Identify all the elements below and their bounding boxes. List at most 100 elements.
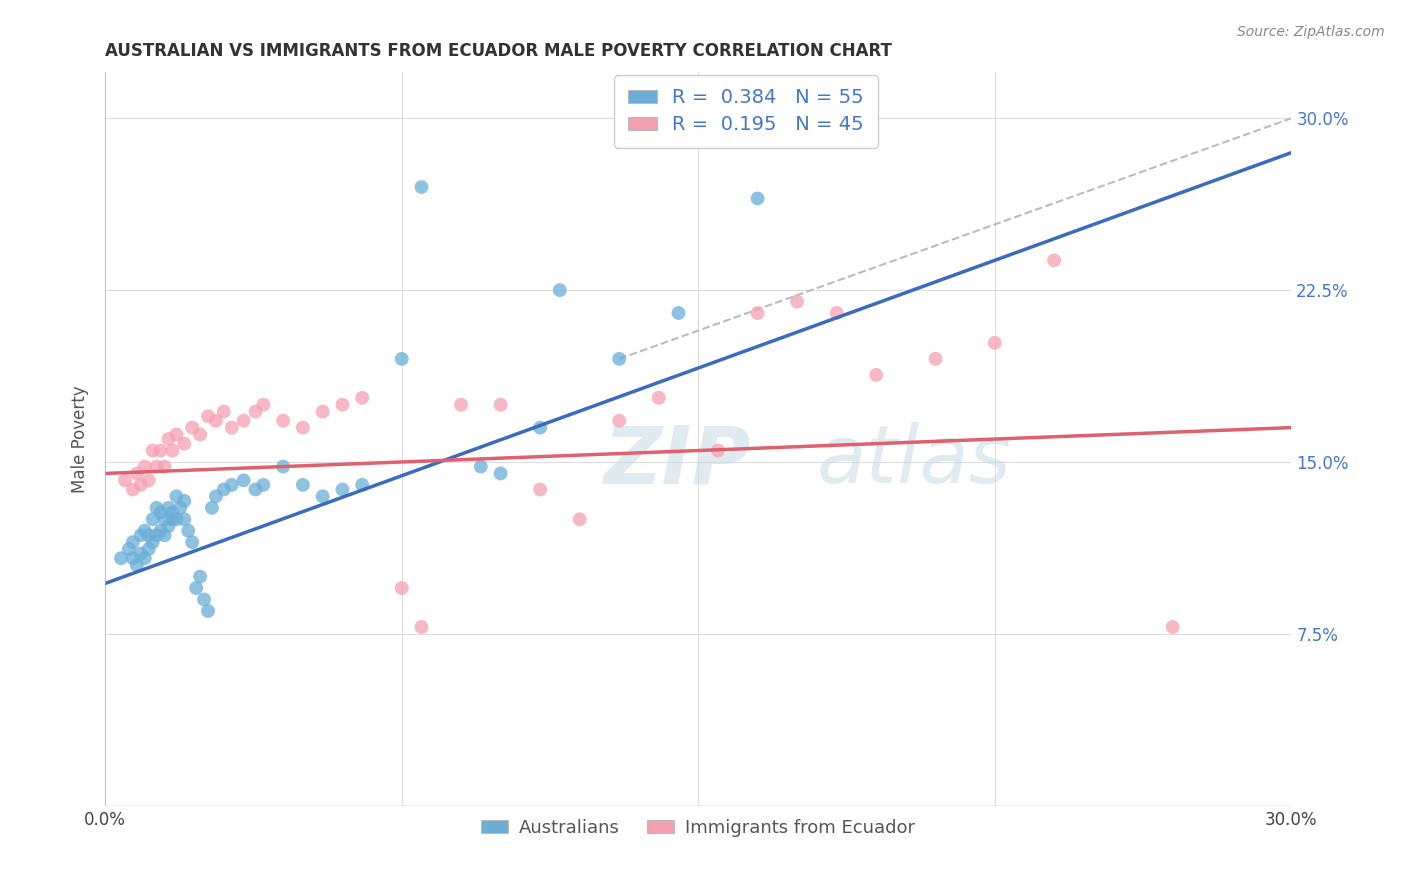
Point — [607, 414, 630, 428]
Point — [129, 528, 152, 542]
Point — [245, 404, 267, 418]
Point — [181, 535, 204, 549]
Point — [311, 404, 333, 418]
Point — [125, 467, 148, 481]
Point — [245, 483, 267, 497]
Point — [173, 436, 195, 450]
Text: ZIP: ZIP — [603, 422, 751, 500]
Point — [197, 409, 219, 424]
Point — [138, 473, 160, 487]
Point — [153, 459, 176, 474]
Point — [786, 294, 808, 309]
Point — [391, 581, 413, 595]
Point — [193, 592, 215, 607]
Point — [114, 473, 136, 487]
Point — [173, 494, 195, 508]
Point — [157, 500, 180, 515]
Point — [411, 620, 433, 634]
Point — [134, 551, 156, 566]
Point — [162, 512, 184, 526]
Point — [125, 558, 148, 573]
Point — [747, 191, 769, 205]
Point — [162, 505, 184, 519]
Text: Source: ZipAtlas.com: Source: ZipAtlas.com — [1237, 25, 1385, 39]
Point — [188, 427, 211, 442]
Point — [142, 512, 165, 526]
Point — [162, 443, 184, 458]
Point — [157, 519, 180, 533]
Point — [165, 489, 187, 503]
Point — [529, 483, 551, 497]
Point — [149, 505, 172, 519]
Point — [221, 478, 243, 492]
Point — [134, 524, 156, 538]
Point — [291, 420, 314, 434]
Point — [291, 478, 314, 492]
Point — [747, 306, 769, 320]
Point — [165, 512, 187, 526]
Point — [568, 512, 591, 526]
Point — [122, 535, 145, 549]
Point — [252, 478, 274, 492]
Point — [138, 528, 160, 542]
Point — [145, 528, 167, 542]
Point — [648, 391, 671, 405]
Point — [311, 489, 333, 503]
Point — [252, 398, 274, 412]
Point — [181, 420, 204, 434]
Point — [489, 467, 512, 481]
Point — [221, 420, 243, 434]
Point — [825, 306, 848, 320]
Point — [197, 604, 219, 618]
Point — [188, 569, 211, 583]
Point — [157, 432, 180, 446]
Point — [489, 398, 512, 412]
Point — [149, 524, 172, 538]
Point — [391, 351, 413, 366]
Point — [153, 528, 176, 542]
Point — [332, 398, 354, 412]
Point — [607, 351, 630, 366]
Point — [205, 489, 228, 503]
Point — [129, 547, 152, 561]
Point — [145, 459, 167, 474]
Point — [134, 459, 156, 474]
Point — [450, 398, 472, 412]
Point — [271, 459, 294, 474]
Point — [122, 551, 145, 566]
Point — [470, 459, 492, 474]
Point — [707, 443, 730, 458]
Point — [186, 581, 208, 595]
Point — [138, 542, 160, 557]
Point — [352, 478, 374, 492]
Point — [149, 443, 172, 458]
Point — [122, 483, 145, 497]
Point — [142, 535, 165, 549]
Point — [153, 512, 176, 526]
Point — [1161, 620, 1184, 634]
Point — [548, 283, 571, 297]
Point — [129, 478, 152, 492]
Point — [169, 500, 191, 515]
Point — [232, 473, 254, 487]
Point — [984, 335, 1007, 350]
Point — [177, 524, 200, 538]
Text: AUSTRALIAN VS IMMIGRANTS FROM ECUADOR MALE POVERTY CORRELATION CHART: AUSTRALIAN VS IMMIGRANTS FROM ECUADOR MA… — [105, 42, 891, 60]
Point — [529, 420, 551, 434]
Point — [332, 483, 354, 497]
Point — [205, 414, 228, 428]
Point — [271, 414, 294, 428]
Point — [110, 551, 132, 566]
Point — [232, 414, 254, 428]
Point — [142, 443, 165, 458]
Point — [118, 542, 141, 557]
Point — [165, 427, 187, 442]
Legend: Australians, Immigrants from Ecuador: Australians, Immigrants from Ecuador — [474, 812, 922, 845]
Point — [212, 404, 235, 418]
Point — [173, 512, 195, 526]
Point — [668, 306, 690, 320]
Point — [1043, 253, 1066, 268]
Point — [352, 391, 374, 405]
Point — [924, 351, 946, 366]
Point — [145, 500, 167, 515]
